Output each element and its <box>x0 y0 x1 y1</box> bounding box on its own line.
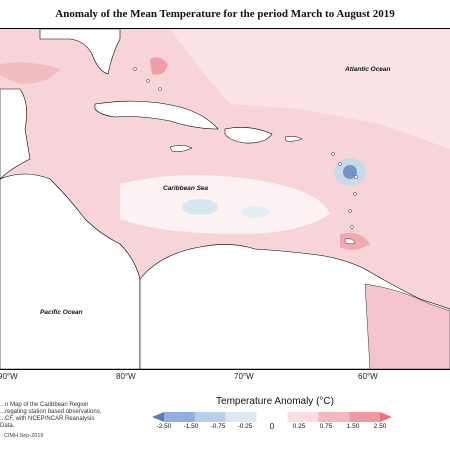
legend-swatch <box>256 412 288 422</box>
credit-line: ...n Map of the Caribbean Region <box>0 402 89 408</box>
legend-tick-label: -2.50 <box>156 423 172 430</box>
legend-swatch <box>164 412 195 422</box>
credit-line: ...CF, with NCEP/NCAR Reanalysis Data. <box>0 416 95 429</box>
anomaly-map: Atlantic Ocean Caribbean Sea Pacific Oce… <box>0 28 450 370</box>
legend-tick-label: 0 <box>269 422 275 431</box>
legend-swatch <box>349 412 380 422</box>
longitude-80w: 80°W <box>116 372 136 381</box>
legend-swatch <box>152 412 164 422</box>
longitude-70w: 70°W <box>234 372 254 381</box>
legend-tick-label: -0.75 <box>210 423 226 430</box>
legend-tick-label: 2.50 <box>373 423 387 430</box>
legend-tick-label: 0.75 <box>319 423 333 430</box>
legend-swatch <box>194 412 226 422</box>
legend-swatch <box>287 412 319 422</box>
map-title: Anomaly of the Mean Temperature for the … <box>55 8 395 20</box>
credit-line: ...regating station based observations, <box>0 409 102 415</box>
credit-text: ...n Map of the Caribbean Region ...rega… <box>0 402 110 430</box>
longitude-90w: 90°W <box>0 372 18 381</box>
longitude-60w: 60°W <box>358 372 378 381</box>
legend-tick-label: -0.25 <box>237 423 253 430</box>
legend-title: Temperature Anomaly (°C) <box>216 396 334 407</box>
label-pacific-ocean: Pacific Ocean <box>40 309 83 316</box>
copyright: CIMH Sep-2019 <box>4 433 44 439</box>
label-caribbean-sea: Caribbean Sea <box>163 185 209 192</box>
legend-tick-label: 1.50 <box>346 423 360 430</box>
legend-tick-label: -1.50 <box>183 423 199 430</box>
legend-swatch <box>225 412 257 422</box>
legend-swatch <box>318 412 350 422</box>
label-atlantic-ocean: Atlantic Ocean <box>344 66 391 73</box>
color-legend <box>152 412 392 422</box>
legend-tick-label: 0.25 <box>292 423 306 430</box>
legend-swatch <box>380 412 392 422</box>
